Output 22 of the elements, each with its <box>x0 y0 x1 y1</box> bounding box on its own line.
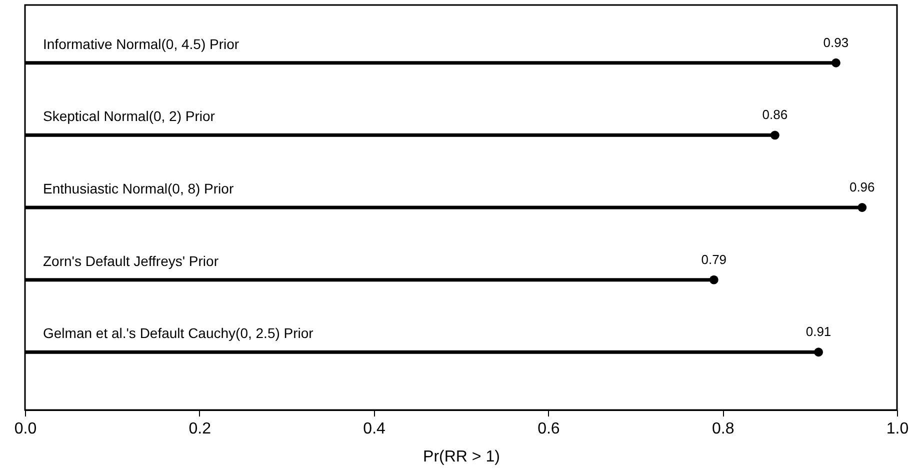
x-axis-title: Pr(RR > 1) <box>423 448 500 466</box>
point <box>709 275 718 284</box>
x-tick-label: 0.2 <box>188 420 212 438</box>
data-label: 0.86 <box>762 107 788 122</box>
point <box>858 203 867 212</box>
y-tick-label: Zorn's Default Jeffreys' Prior <box>43 252 219 269</box>
data-label: 0.93 <box>823 34 849 50</box>
x-tick-label: 0.4 <box>363 420 386 438</box>
y-tick-label: Skeptical Normal(0, 2) Prior <box>43 108 216 124</box>
y-tick-label: Informative Normal(0, 4.5) Prior <box>43 36 240 52</box>
point <box>770 130 780 140</box>
point <box>831 58 840 68</box>
x-tick-label: 0.6 <box>538 420 560 438</box>
x-tick-label: 1.0 <box>886 420 909 438</box>
x-tick-label: 0.8 <box>712 420 734 438</box>
data-label: 0.96 <box>849 180 875 194</box>
data-label: 0.79 <box>701 252 727 267</box>
data-label: 0.91 <box>806 324 832 340</box>
point <box>814 348 823 357</box>
y-tick-label: Enthusiastic Normal(0, 8) Prior <box>43 180 234 196</box>
y-tick-label: Gelman et al.'s Default Cauchy(0, 2.5) Prior <box>43 325 314 342</box>
x-tick-label: 0.0 <box>14 420 37 438</box>
